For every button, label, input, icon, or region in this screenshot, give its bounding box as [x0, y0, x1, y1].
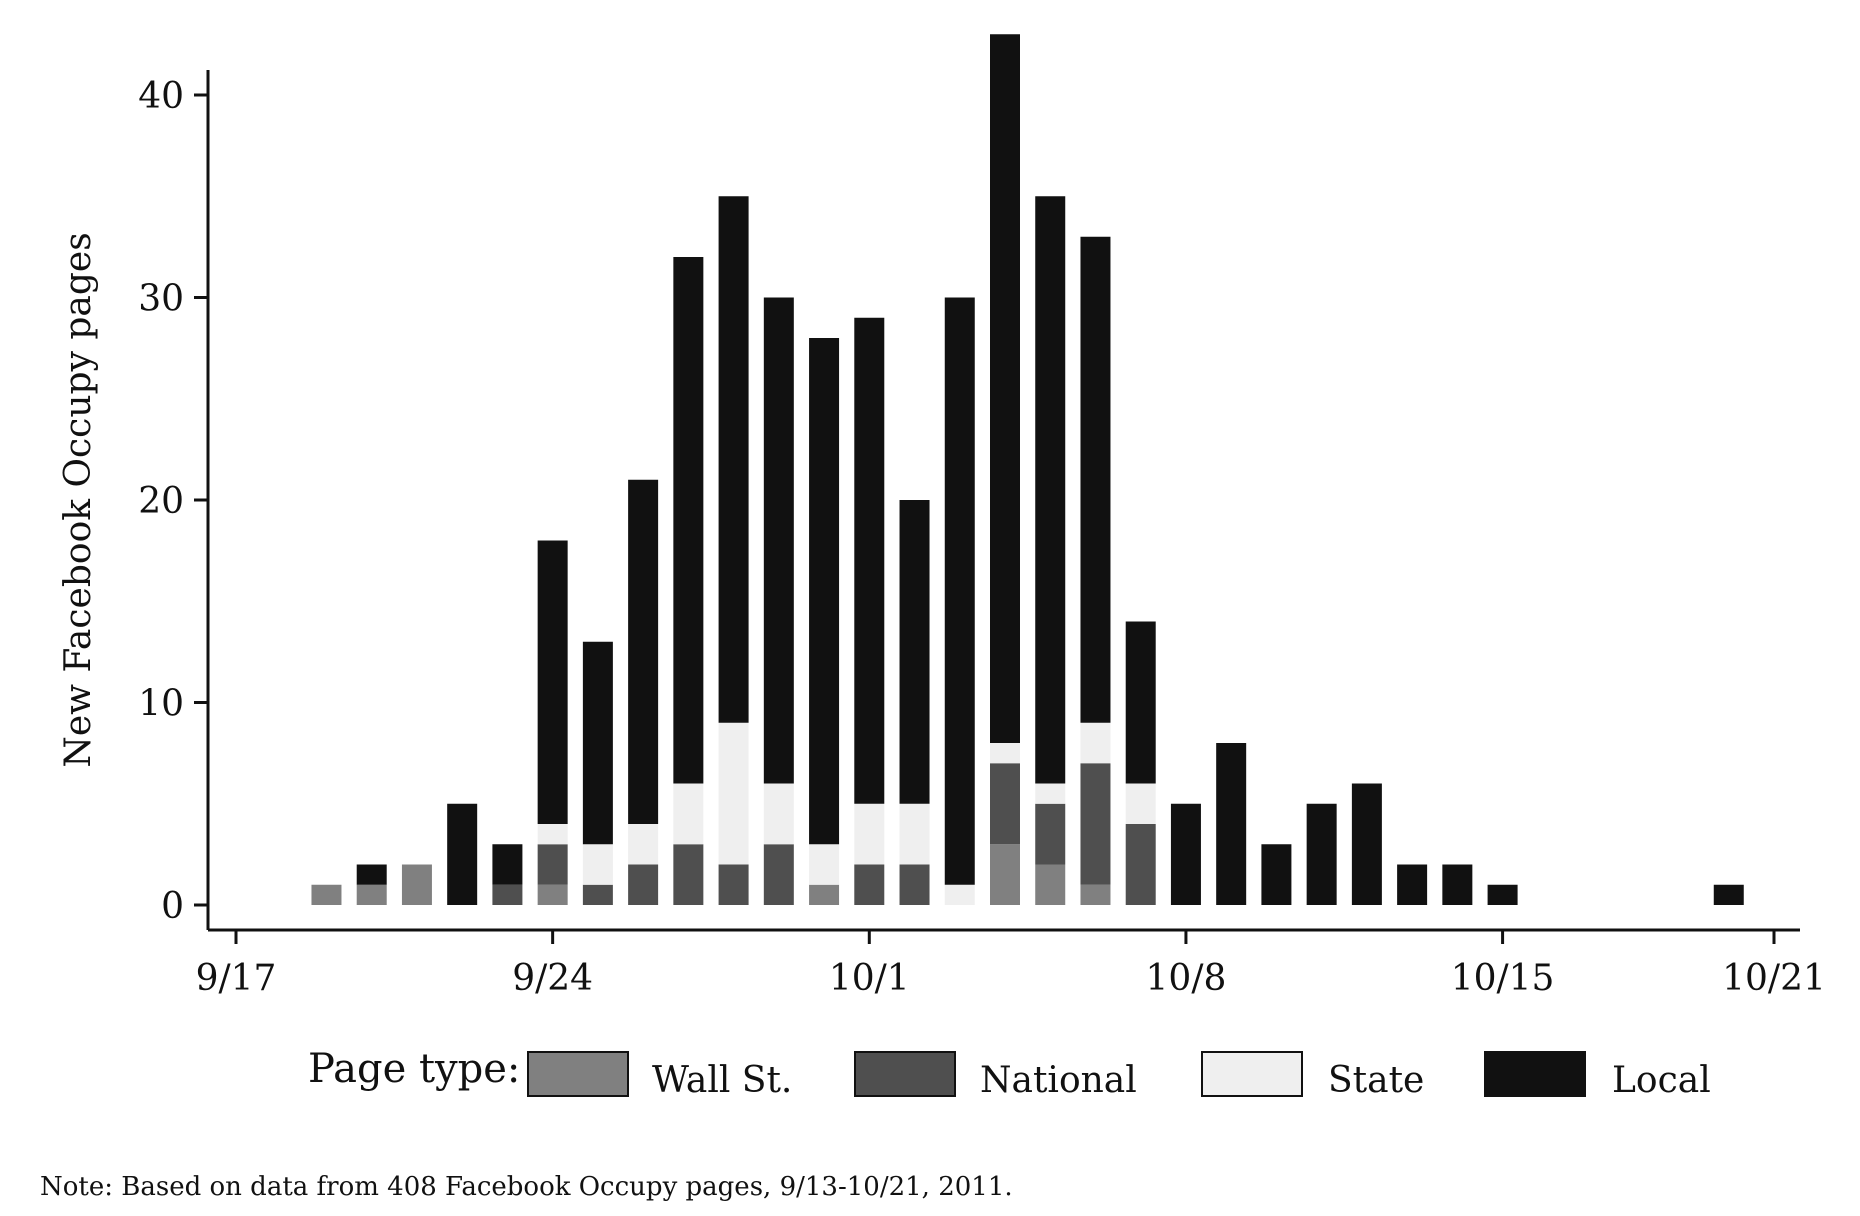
x-tick-label: 10/8 — [1146, 958, 1227, 999]
legend-label-wall-st: Wall St. — [652, 1060, 792, 1101]
bar-segment-state-9-24 — [537, 824, 568, 845]
x-tick-label: 10/1 — [829, 958, 910, 999]
bar-segment-local-9-22 — [447, 803, 478, 905]
bar-segment-local-9-26 — [628, 479, 659, 824]
bar-segment-national-9-24 — [537, 844, 568, 885]
bars-group — [311, 34, 1744, 905]
bar-segment-local-9-23 — [492, 844, 523, 885]
x-tick-label: 10/21 — [1722, 958, 1826, 999]
y-tick-label: 0 — [161, 886, 184, 927]
y-tick-label: 10 — [138, 684, 184, 725]
legend-label-state: State — [1328, 1060, 1424, 1101]
bar-segment-wall-st-9-19 — [311, 884, 342, 905]
chart-note: Note: Based on data from 408 Facebook Oc… — [40, 1172, 1013, 1202]
bar-segment-local-9-28 — [718, 196, 749, 723]
x-tick-label: 9/24 — [512, 958, 593, 999]
bar-segment-local-10-8 — [1170, 803, 1201, 905]
bar-segment-national-10-7 — [1125, 824, 1156, 905]
y-axis-title: New Facebook Occupy pages — [58, 232, 99, 767]
bar-segment-national-10-1 — [854, 864, 885, 905]
bar-segment-state-9-29 — [763, 783, 794, 845]
bar-segment-wall-st-9-24 — [537, 884, 568, 905]
bar-segment-local-9-29 — [763, 297, 794, 784]
bar-segment-state-10-3 — [944, 884, 975, 905]
bar-segment-local-10-4 — [990, 34, 1020, 743]
bar-segment-local-10-7 — [1125, 621, 1156, 784]
bar-segment-local-10-3 — [944, 297, 975, 885]
bar-segment-wall-st-10-5 — [1035, 864, 1066, 905]
bar-segment-state-10-2 — [899, 803, 930, 865]
bar-segment-state-9-26 — [628, 824, 659, 865]
bar-segment-wall-st-10-6 — [1080, 884, 1111, 905]
bar-segment-national-10-6 — [1080, 763, 1111, 885]
bar-segment-national-9-27 — [673, 844, 704, 905]
legend-swatch-local — [1484, 1051, 1586, 1097]
bar-segment-state-10-7 — [1125, 783, 1156, 824]
bar-segment-state-10-1 — [854, 803, 885, 865]
bar-segment-national-10-5 — [1035, 803, 1066, 865]
bar-segment-local-10-15 — [1487, 884, 1518, 905]
bar-segment-local-10-10 — [1261, 844, 1292, 905]
bar-segment-local-10-11 — [1306, 803, 1337, 905]
bar-segment-national-10-2 — [899, 864, 930, 905]
y-tick-label: 30 — [138, 279, 184, 320]
bar-segment-wall-st-9-21 — [401, 864, 432, 905]
bar-segment-local-9-25 — [582, 641, 613, 845]
bar-segment-state-9-27 — [673, 783, 704, 845]
bar-segment-state-9-30 — [809, 844, 840, 885]
bar-segment-local-10-20 — [1713, 884, 1744, 905]
bar-segment-local-9-20 — [356, 864, 387, 885]
legend-title: Page type: — [308, 1046, 520, 1092]
bar-segment-local-9-30 — [809, 338, 840, 845]
legend-swatch-wall-st — [527, 1051, 629, 1097]
bar-segment-local-10-2 — [899, 500, 930, 804]
bar-segment-state-10-4 — [990, 743, 1020, 764]
legend-label-national: National — [980, 1060, 1137, 1101]
x-tick-label: 10/15 — [1451, 958, 1555, 999]
bar-segment-local-9-24 — [537, 540, 568, 824]
bar-segment-local-10-1 — [854, 317, 885, 804]
bar-segment-local-10-14 — [1442, 864, 1473, 905]
y-tick-label: 40 — [138, 76, 184, 117]
bar-segment-local-10-6 — [1080, 236, 1111, 723]
bar-segment-wall-st-9-30 — [809, 884, 840, 905]
bar-segment-wall-st-9-20 — [356, 884, 387, 905]
legend-label-local: Local — [1612, 1060, 1711, 1101]
bar-segment-state-9-25 — [582, 844, 613, 885]
bar-segment-local-10-13 — [1397, 864, 1428, 905]
bar-segment-local-10-12 — [1351, 783, 1382, 905]
bar-segment-national-9-23 — [492, 884, 523, 905]
bar-segment-national-9-28 — [718, 864, 749, 905]
bar-segment-national-9-26 — [628, 864, 659, 905]
bar-segment-wall-st-10-4 — [990, 844, 1020, 905]
legend-swatch-national — [854, 1051, 956, 1097]
legend-swatch-state — [1201, 1051, 1303, 1097]
axes-group: 0 10 20 30 40 9/17 9/24 10/1 10/8 10/15 10/21 — [138, 70, 1826, 999]
bar-segment-national-9-25 — [582, 884, 613, 905]
bar-segment-local-10-5 — [1035, 196, 1066, 784]
bar-segment-national-10-4 — [990, 763, 1020, 845]
bar-segment-state-10-6 — [1080, 722, 1111, 764]
bar-segment-state-10-5 — [1035, 783, 1066, 804]
bar-segment-national-9-29 — [763, 844, 794, 905]
bar-segment-local-9-27 — [673, 257, 704, 784]
x-tick-label: 9/17 — [196, 958, 277, 999]
bar-segment-state-9-28 — [718, 722, 749, 865]
legend: Page type: Wall St. National State Local — [308, 1046, 1711, 1101]
y-tick-label: 20 — [138, 481, 184, 522]
bar-segment-local-10-9 — [1216, 743, 1247, 905]
